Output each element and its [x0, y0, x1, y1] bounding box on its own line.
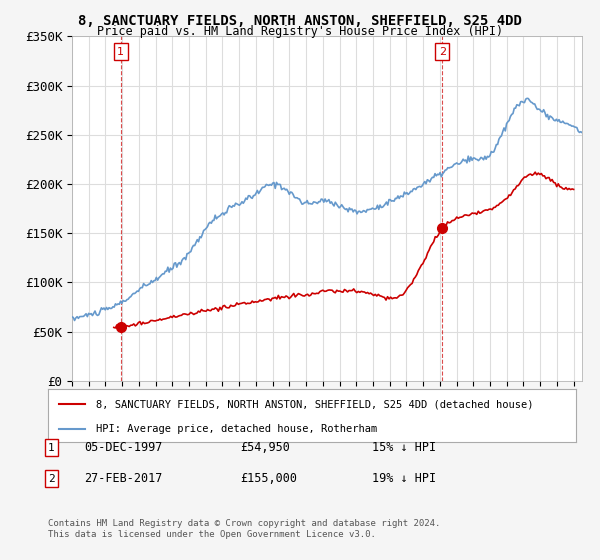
Text: 1: 1 [118, 46, 124, 57]
Text: 2: 2 [439, 46, 446, 57]
Text: 15% ↓ HPI: 15% ↓ HPI [372, 441, 436, 454]
Text: Contains HM Land Registry data © Crown copyright and database right 2024.
This d: Contains HM Land Registry data © Crown c… [48, 519, 440, 539]
Text: 8, SANCTUARY FIELDS, NORTH ANSTON, SHEFFIELD, S25 4DD (detached house): 8, SANCTUARY FIELDS, NORTH ANSTON, SHEFF… [95, 399, 533, 409]
Text: 8, SANCTUARY FIELDS, NORTH ANSTON, SHEFFIELD, S25 4DD: 8, SANCTUARY FIELDS, NORTH ANSTON, SHEFF… [78, 14, 522, 28]
Text: HPI: Average price, detached house, Rotherham: HPI: Average price, detached house, Roth… [95, 424, 377, 434]
Text: 19% ↓ HPI: 19% ↓ HPI [372, 472, 436, 484]
Text: £54,950: £54,950 [240, 441, 290, 454]
Text: 2: 2 [48, 474, 55, 484]
Text: 05-DEC-1997: 05-DEC-1997 [84, 441, 163, 454]
Text: 1: 1 [48, 443, 55, 453]
Text: £155,000: £155,000 [240, 472, 297, 484]
Text: 27-FEB-2017: 27-FEB-2017 [84, 472, 163, 484]
Text: Price paid vs. HM Land Registry's House Price Index (HPI): Price paid vs. HM Land Registry's House … [97, 25, 503, 38]
